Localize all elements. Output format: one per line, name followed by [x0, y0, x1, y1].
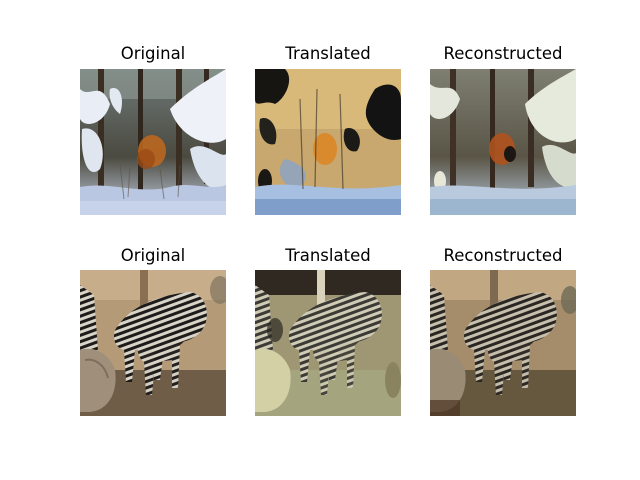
panel-title-translated-row2: Translated	[285, 246, 371, 265]
zebras-translated-image	[255, 270, 401, 416]
snowy-forest-original-image	[80, 69, 226, 215]
snowy-forest-translated-image	[255, 69, 401, 215]
panel-title-reconstructed-row1: Reconstructed	[443, 44, 563, 63]
panel-title-reconstructed-row2: Reconstructed	[443, 246, 563, 265]
panel-title-original-row2: Original	[120, 246, 186, 265]
snowy-forest-reconstructed-image	[430, 69, 576, 215]
zebras-reconstructed-image	[430, 270, 576, 416]
panel-title-translated-row1: Translated	[285, 44, 371, 63]
panel-title-original-row1: Original	[120, 44, 186, 63]
zebras-original-image	[80, 270, 226, 416]
